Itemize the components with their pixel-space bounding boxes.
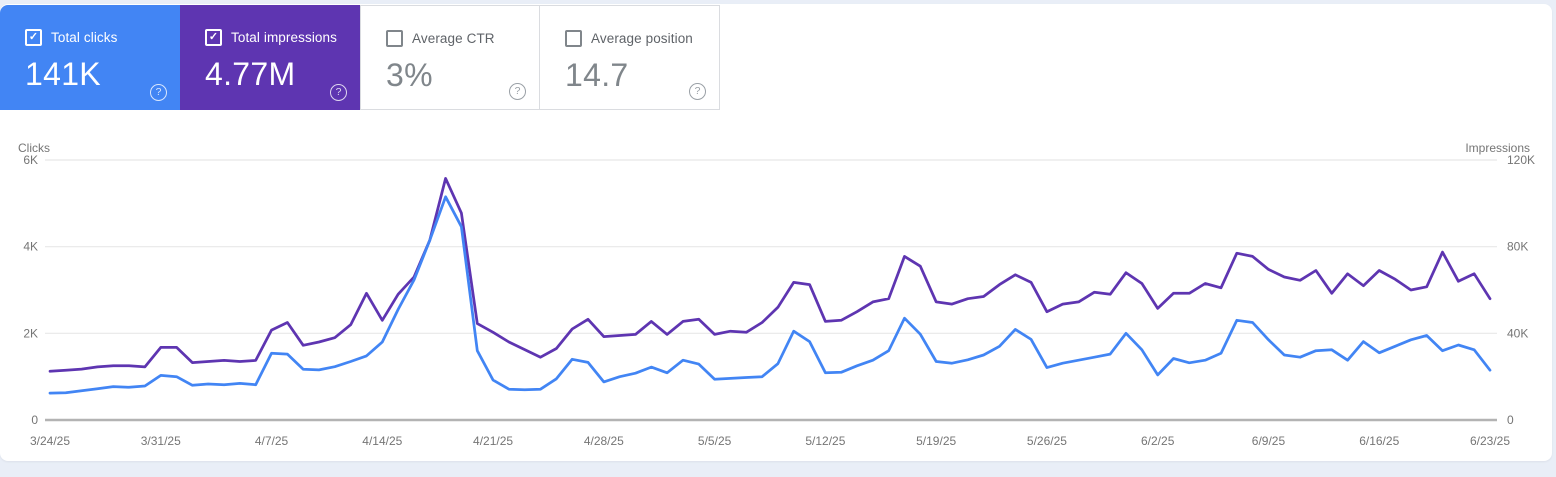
x-axis-tick-label: 4/28/25 [584,434,624,448]
clicks-line[interactable] [48,195,1492,395]
x-axis-tick-label: 3/24/25 [30,434,70,448]
help-icon[interactable]: ? [330,84,347,101]
metric-card-average-ctr[interactable]: Average CTR 3% ? [360,5,540,110]
right-axis-tick-label: 120K [1507,153,1535,167]
help-icon[interactable]: ? [509,83,526,100]
right-axis-tick-label: 0 [1507,413,1514,427]
performance-panel: ✓ Total clicks 141K ? ✓ Total impression… [0,4,1552,461]
help-icon[interactable]: ? [689,83,706,100]
x-axis-tick-label: 5/5/25 [698,434,732,448]
total-clicks-checkbox[interactable]: ✓ [25,29,42,46]
x-axis-tick-label: 6/23/25 [1470,434,1510,448]
help-icon[interactable]: ? [150,84,167,101]
card-header: ✓ Total clicks [25,29,180,46]
right-axis-title: Impressions [1465,141,1530,155]
metric-cards-row: ✓ Total clicks 141K ? ✓ Total impression… [0,5,720,110]
right-axis-tick-label: 80K [1507,240,1528,254]
x-axis-tick-label: 4/7/25 [255,434,289,448]
card-label: Total clicks [51,30,118,45]
x-axis-tick-label: 5/26/25 [1027,434,1067,448]
x-axis-tick-label: 6/16/25 [1359,434,1399,448]
x-axis-tick-label: 5/19/25 [916,434,956,448]
left-axis-tick-label: 4K [23,240,38,254]
card-label: Average position [591,31,693,46]
average-position-value: 14.7 [565,57,629,93]
total-impressions-value: 4.77M [205,56,296,92]
card-label: Total impressions [231,30,337,45]
card-header: Average CTR [386,30,539,47]
average-position-checkbox[interactable] [565,30,582,47]
metric-card-total-impressions[interactable]: ✓ Total impressions 4.77M ? [180,5,360,110]
left-axis-tick-label: 6K [23,153,38,167]
x-axis-tick-label: 3/31/25 [141,434,181,448]
average-ctr-checkbox[interactable] [386,30,403,47]
card-header: Average position [565,30,719,47]
average-ctr-value: 3% [386,57,433,93]
x-axis-tick-label: 5/12/25 [805,434,845,448]
x-axis-tick-label: 6/2/25 [1141,434,1175,448]
x-axis-tick-label: 4/14/25 [362,434,402,448]
metric-card-average-position[interactable]: Average position 14.7 ? [540,5,720,110]
card-label: Average CTR [412,31,495,46]
left-axis-title: Clicks [18,141,50,155]
total-impressions-checkbox[interactable]: ✓ [205,29,222,46]
x-axis-tick-label: 6/9/25 [1252,434,1286,448]
left-axis-tick-label: 0 [31,413,38,427]
left-axis-tick-label: 2K [23,326,38,340]
right-axis-tick-label: 40K [1507,326,1528,340]
total-clicks-value: 141K [25,56,101,92]
x-axis-tick-label: 4/21/25 [473,434,513,448]
card-header: ✓ Total impressions [205,29,360,46]
impressions-line[interactable] [48,177,1492,373]
metric-card-total-clicks[interactable]: ✓ Total clicks 141K ? [0,5,180,110]
